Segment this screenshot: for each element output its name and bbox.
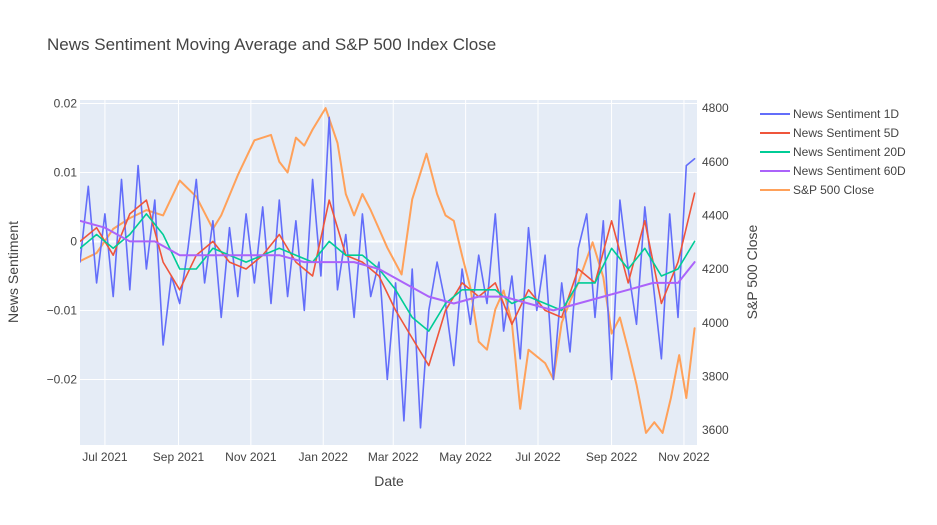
y2-tick-label: 4000 [702,316,729,330]
series-layer [80,107,696,434]
x-tick-label: Jul 2021 [82,450,128,464]
y-tick-label: 0.02 [54,96,78,110]
y2-tick-label: 3600 [702,423,729,437]
legend-label: News Sentiment 1D [793,107,899,121]
y2-tick-label: 4400 [702,208,729,222]
y-tick-label: −0.02 [47,372,78,386]
y2-tick-label: 4200 [702,262,729,276]
x-axis-ticks: Jul 2021 Sep 2021 Nov 2021 Jan 2022 Mar 2022… [82,450,710,464]
y2-tick-label: 4800 [702,101,729,115]
y2-axis-ticks: 3600 3800 4000 4200 4400 4600 4800 [702,101,729,437]
legend-item[interactable]: News Sentiment 1D [760,107,899,121]
series-line-3[interactable] [80,219,696,312]
legend-item[interactable]: News Sentiment 60D [760,164,906,178]
legend-item[interactable]: News Sentiment 5D [760,126,899,140]
legend-item[interactable]: S&P 500 Close [760,183,874,197]
legend-label: News Sentiment 5D [793,126,899,140]
x-tick-label: Mar 2022 [368,450,419,464]
plot-area[interactable] [80,100,697,445]
y-tick-label: 0 [70,234,77,248]
series-line-2[interactable] [80,213,696,332]
x-tick-label: Jan 2022 [299,450,349,464]
x-tick-label: Jul 2022 [515,450,561,464]
x-tick-label: Sep 2022 [586,450,638,464]
series-line-1[interactable] [80,192,696,367]
legend-label: News Sentiment 20D [793,145,906,159]
legend-label: S&P 500 Close [793,183,874,197]
legend-item[interactable]: News Sentiment 20D [760,145,906,159]
x-axis-title: Date [374,473,404,489]
legend[interactable]: News Sentiment 1D News Sentiment 5D News S… [760,107,906,197]
y2-tick-label: 3800 [702,370,729,384]
x-tick-label: Nov 2021 [225,450,277,464]
y2-axis-title: S&P 500 Close [744,224,760,319]
legend-label: News Sentiment 60D [793,164,906,178]
y2-tick-label: 4600 [702,155,729,169]
y-axis-ticks: 0.02 0.01 0 −0.01 −0.02 [47,96,78,386]
x-tick-label: May 2022 [439,450,492,464]
series-line-4[interactable] [80,107,696,434]
y-tick-label: 0.01 [54,165,78,179]
x-tick-label: Nov 2022 [658,450,710,464]
x-tick-label: Sep 2021 [153,450,205,464]
y-axis-title: News Sentiment [5,221,21,323]
y-tick-label: −0.01 [47,303,78,317]
chart-title: News Sentiment Moving Average and S&P 50… [47,35,496,54]
